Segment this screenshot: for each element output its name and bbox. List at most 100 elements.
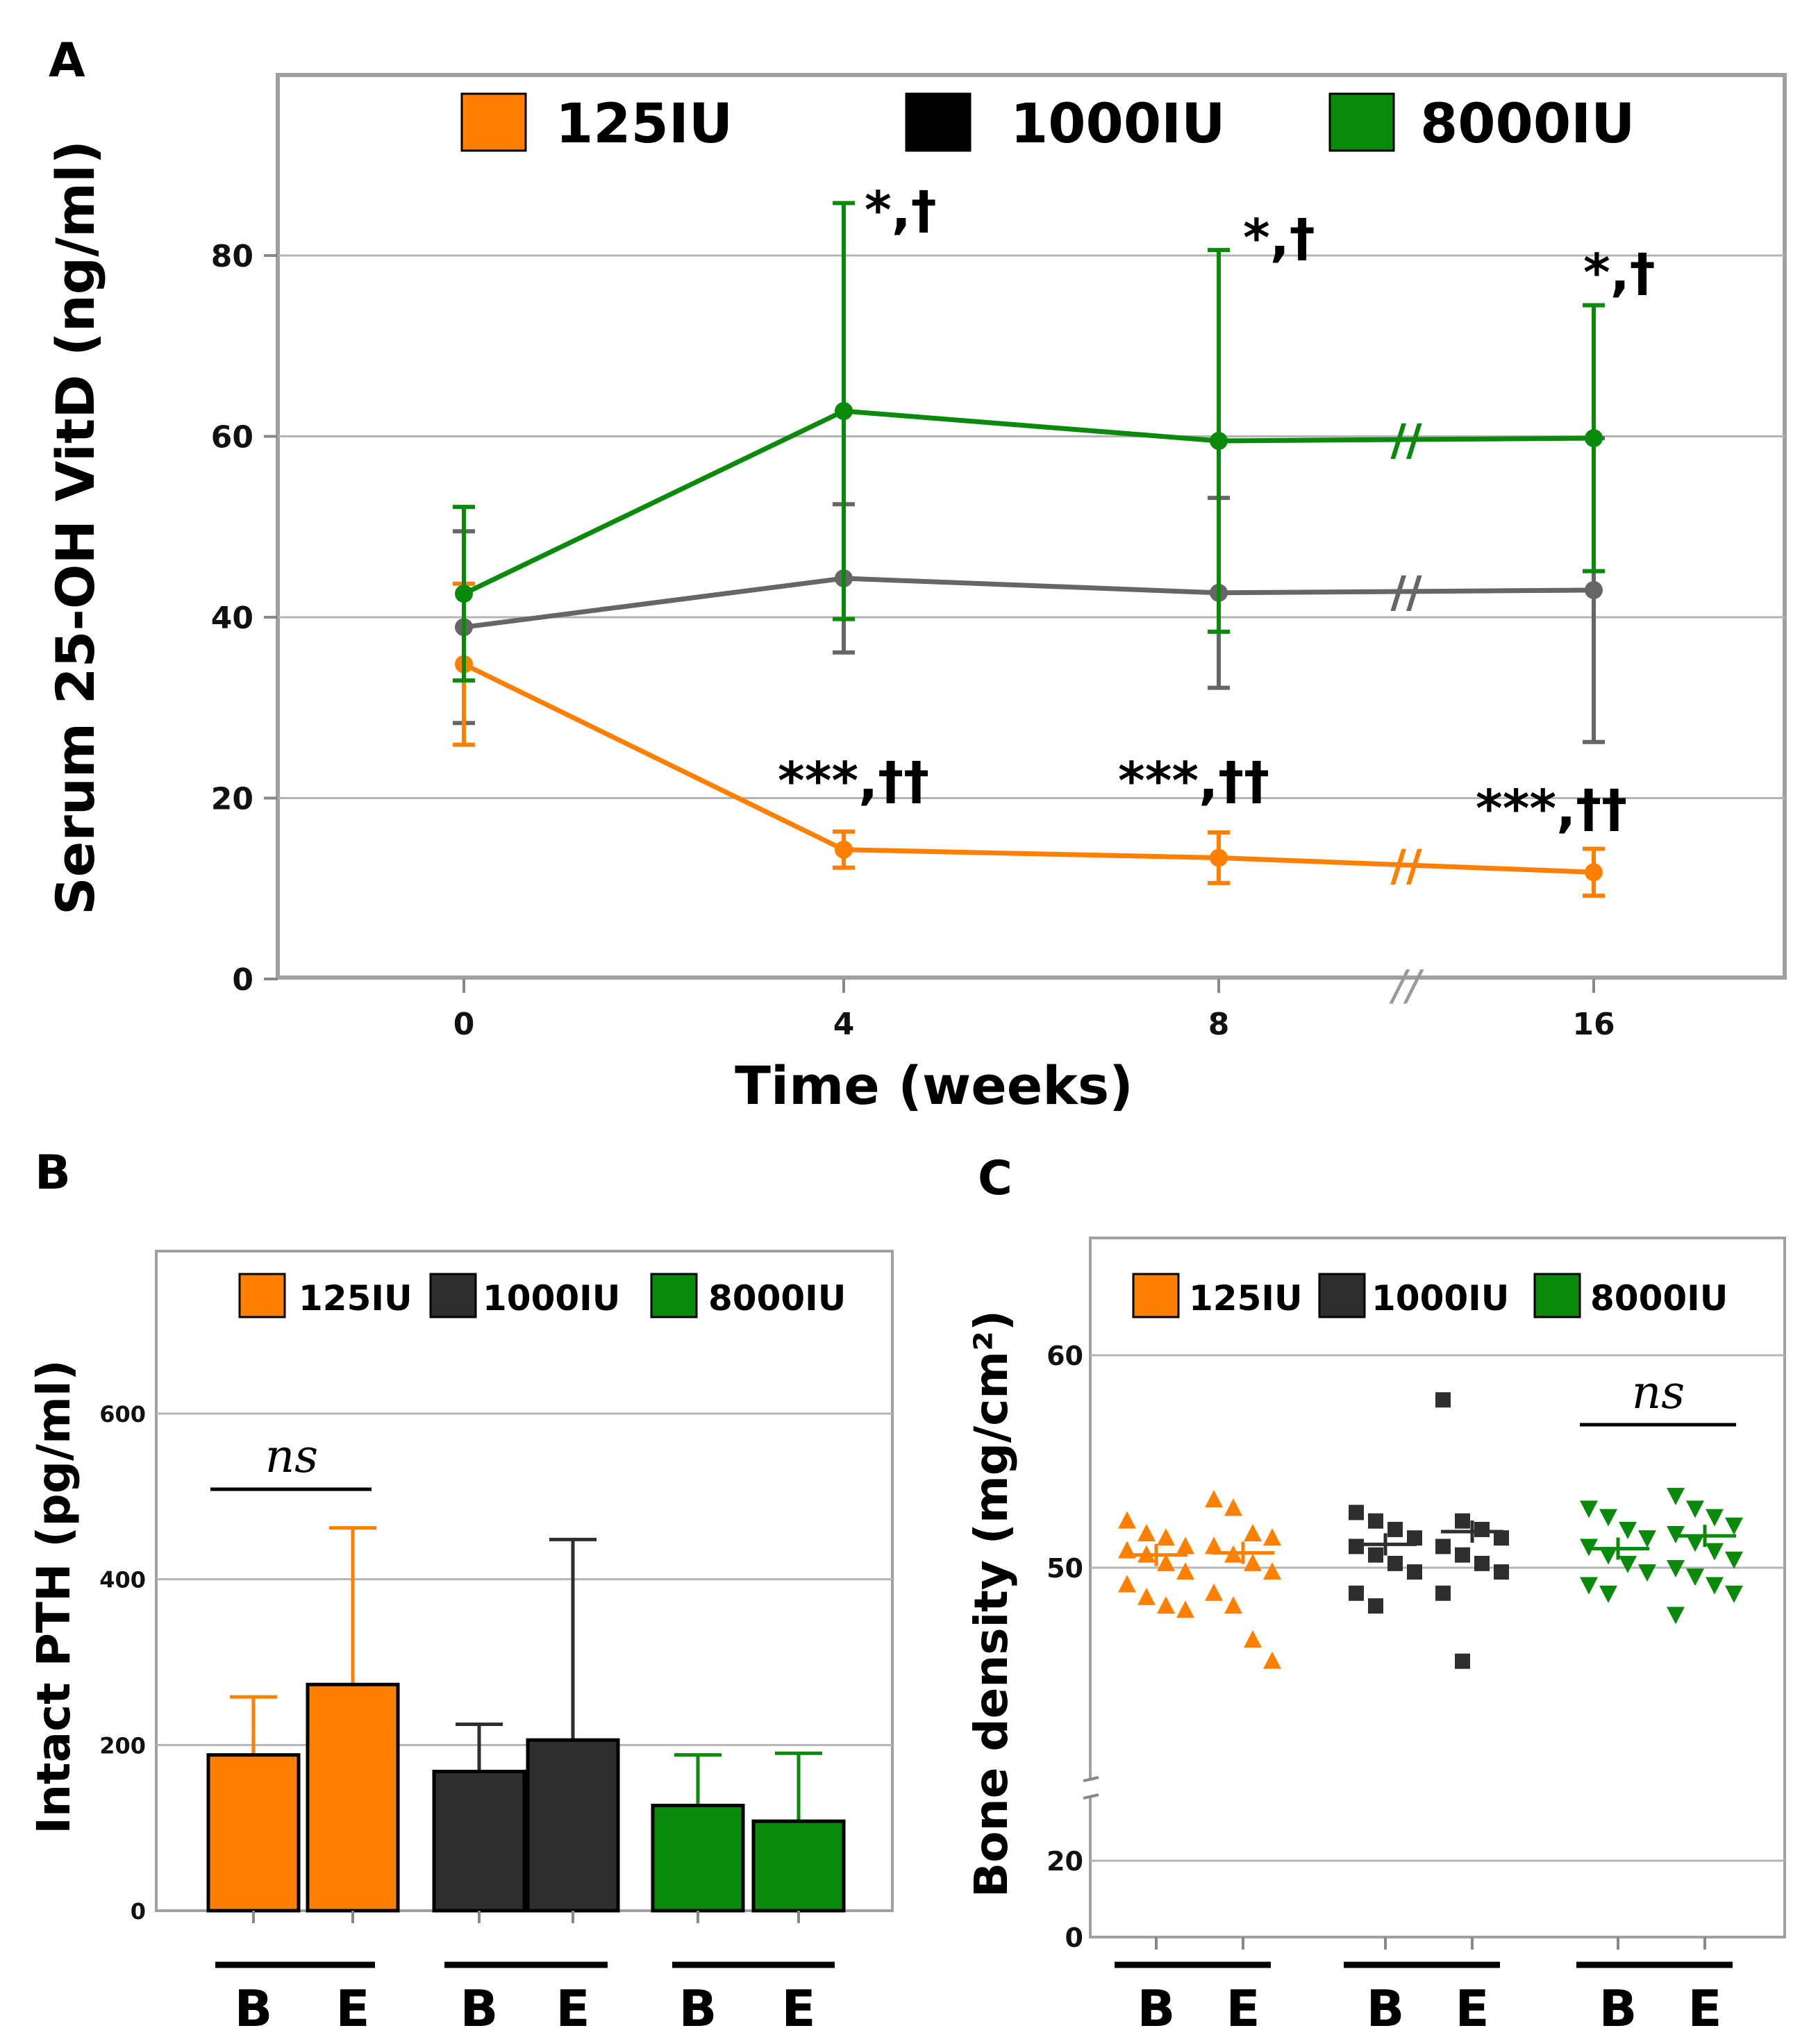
panel-c-data-point xyxy=(1205,1490,1223,1508)
panel-a-y-tick-label: 80 xyxy=(211,239,253,274)
panel-c-data-point xyxy=(1349,1539,1364,1555)
panel-c-y-tick-label: 20 xyxy=(1047,1846,1083,1877)
panel-c-data-point xyxy=(1157,1596,1175,1614)
panel-a-significance-lower: ***,†† xyxy=(1476,779,1627,839)
panel-b-y-axis-title: Intact PTH (pg/ml) xyxy=(27,1359,81,1834)
panel-c-data-point xyxy=(1263,1562,1281,1580)
panel-c-data-point xyxy=(1118,1511,1136,1529)
panel-c-data-point xyxy=(1157,1553,1175,1571)
panel-a-legend-label: 125IU xyxy=(556,93,733,156)
panel-b-x-tick-label: E xyxy=(556,1979,590,2038)
panel-c-data-point xyxy=(1599,1547,1617,1565)
panel-a-legend-swatch xyxy=(905,92,972,152)
panel-a-significance-upper: *,† xyxy=(1243,208,1315,268)
panel-c-data-point xyxy=(1686,1534,1704,1552)
panel-a-y-tick-label: 20 xyxy=(211,782,253,817)
panel-c-data-point xyxy=(1725,1585,1743,1603)
panel-a-x-axis-title: Time (weeks) xyxy=(735,1055,1133,1116)
panel-c-legend-swatch xyxy=(1318,1273,1366,1318)
panel-c-x-tick-label: E xyxy=(1687,1979,1722,2038)
panel-c-data-point xyxy=(1494,1564,1509,1580)
panel-c-data-point xyxy=(1474,1521,1490,1537)
panel-c-data-point xyxy=(1435,1585,1451,1601)
panel-b-bar xyxy=(432,1770,526,1913)
panel-a-y-axis-title: Serum 25-OH VitD (ng/ml) xyxy=(44,140,106,915)
panel-a-series-125IU: // xyxy=(453,581,1605,898)
panel-b-bar xyxy=(526,1738,620,1913)
panel-a-data-point xyxy=(1585,863,1603,882)
panel-c-legend-swatch xyxy=(1132,1273,1180,1318)
panel-a-legend-label: 1000IU xyxy=(1010,93,1225,156)
panel-c-data-point xyxy=(1580,1577,1598,1595)
panel-c-data-point xyxy=(1474,1555,1490,1571)
panel-c-data-point xyxy=(1580,1500,1598,1518)
panel-c-data-point xyxy=(1706,1577,1724,1595)
panel-c-data-point xyxy=(1435,1539,1451,1555)
panel-a-data-point xyxy=(835,840,853,859)
panel-b-bar xyxy=(751,1819,846,1913)
panel-c-data-point xyxy=(1387,1521,1403,1537)
panel-b-legend-swatch xyxy=(429,1273,477,1318)
panel-c-data-point xyxy=(1706,1543,1724,1561)
panel-c-data-point xyxy=(1407,1564,1422,1580)
panel-c-data-point xyxy=(1118,1575,1136,1593)
panel-a-series-line xyxy=(462,408,1594,596)
panel-c-data-point xyxy=(1455,1547,1470,1563)
panel-a-x-tick-label: 0 xyxy=(453,1007,475,1042)
panel-c-data-point xyxy=(1667,1487,1685,1505)
panel-c-y-tick-label: 0 xyxy=(1065,1922,1083,1953)
panel-c-data-point xyxy=(1176,1562,1194,1580)
panel-a-series-break: // xyxy=(1390,414,1422,465)
panel-c-data-point xyxy=(1349,1585,1364,1601)
panel-b-bar xyxy=(206,1753,301,1913)
panel-a-series-1000IU: // xyxy=(453,436,1605,744)
panel-c-data-point xyxy=(1263,1528,1281,1546)
panel-c-data-point xyxy=(1638,1530,1656,1548)
panel-c-y-axis-title: Bone density (mg/cm²) xyxy=(965,1310,1018,1898)
panel-c-data-point xyxy=(1368,1547,1383,1563)
panel-c-data-point xyxy=(1387,1555,1403,1571)
panel-c-data-point xyxy=(1176,1536,1194,1555)
panel-c-data-point xyxy=(1349,1505,1364,1521)
panel-a-axis-break: // xyxy=(1389,962,1424,1010)
panel-c-data-point xyxy=(1157,1528,1175,1546)
panel-c-data-point xyxy=(1244,1553,1262,1571)
panel-c-data-point xyxy=(1619,1521,1637,1539)
panel-c-data-point xyxy=(1137,1524,1156,1542)
panel-c-data-point xyxy=(1706,1509,1724,1527)
panel-a-data-point xyxy=(1585,429,1603,448)
panel-a-series-break: // xyxy=(1390,567,1422,617)
panel-a-y-tick-label: 0 xyxy=(232,962,253,998)
panel-b-y-tick-label: 600 xyxy=(99,1401,146,1427)
panel-c-data-point xyxy=(1224,1596,1242,1614)
panel-b-legend-label: 125IU xyxy=(299,1278,412,1318)
panel-c-data-point xyxy=(1176,1600,1194,1618)
panel-a-y-tick-label: 40 xyxy=(211,601,253,636)
panel-b-bar xyxy=(651,1803,745,1913)
panel-a-data-point xyxy=(1210,848,1228,867)
panel-c-frame xyxy=(1089,1237,1786,1938)
panel-b-bar xyxy=(306,1682,400,1913)
panel-a-x-tick-label: 4 xyxy=(833,1007,855,1042)
panel-a-chart: 0 20 40 60 80 0 4 8 16 // 125IU 1000IU 8000IU // // //… xyxy=(211,73,1787,1042)
panel-c-significance-label: ns xyxy=(1632,1366,1685,1419)
panel-b-significance-label: ns xyxy=(265,1430,318,1483)
panel-c-x-tick-label: B xyxy=(1599,1979,1637,2038)
panel-c-x-tick-label: E xyxy=(1226,1979,1260,2038)
panel-a-series-line xyxy=(463,576,1594,630)
panel-c-data-point xyxy=(1407,1530,1422,1546)
panel-c-data-point xyxy=(1455,1653,1470,1669)
panel-a-label: A xyxy=(49,33,85,88)
panel-a-series-line xyxy=(462,662,1594,875)
panel-c-data-point xyxy=(1205,1536,1223,1555)
panel-c-data-point xyxy=(1686,1568,1704,1586)
panel-c-x-tick-label: E xyxy=(1455,1979,1489,2038)
panel-c-data-point xyxy=(1137,1587,1156,1605)
panel-c-data-point xyxy=(1686,1500,1704,1518)
panel-c-x-tick-label: B xyxy=(1137,1979,1176,2038)
panel-b-legend-label: 1000IU xyxy=(483,1278,620,1318)
panel-a-legend-swatch xyxy=(1328,92,1395,152)
